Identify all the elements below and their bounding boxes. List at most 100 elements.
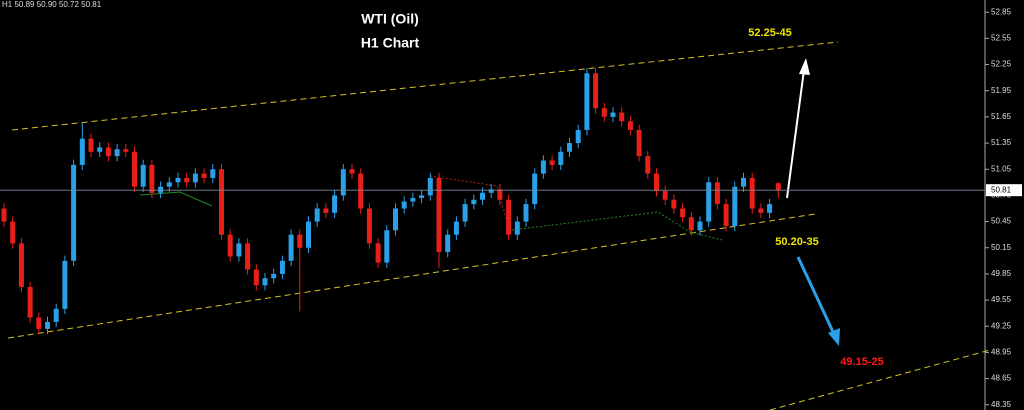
header: H1 50.89 50.90 50.72 50.81: [2, 0, 102, 9]
candle-body: [393, 208, 398, 231]
candle-body: [706, 182, 712, 222]
candle-body: [323, 208, 329, 213]
candle-body: [279, 260, 285, 274]
last-price-label: 50.81: [991, 185, 1012, 194]
candle-body: [506, 199, 512, 235]
candle-body: [149, 164, 155, 193]
candle-body: [575, 129, 581, 144]
chart-title: WTI (Oil): [361, 11, 419, 27]
candle-body: [384, 230, 390, 263]
y-tick-label: 50.45: [991, 217, 1012, 226]
candle-body: [471, 199, 477, 205]
candle-body: [749, 177, 755, 209]
candle-body: [636, 129, 642, 157]
candle-body: [36, 317, 42, 329]
candle-body: [175, 177, 181, 183]
candle-body: [654, 173, 659, 192]
candle-body: [375, 243, 381, 263]
candle-body: [410, 198, 416, 202]
y-tick-label: 49.55: [991, 295, 1012, 304]
candle-body: [427, 177, 433, 196]
candle-body: [201, 173, 207, 178]
candle-body: [53, 308, 59, 322]
candle-body: [741, 177, 746, 187]
y-tick-label: 51.95: [991, 86, 1012, 95]
candle-body: [219, 169, 224, 235]
arrows: [786, 58, 840, 346]
candle-body: [288, 234, 294, 261]
y-tick-label: 48.95: [991, 348, 1012, 357]
candle-body: [45, 321, 50, 329]
arrow-head: [799, 58, 810, 75]
y-tick-label: 52.25: [991, 60, 1012, 69]
candle-body: [601, 108, 607, 117]
candle-body: [245, 243, 251, 270]
annotation: 49.15-25: [840, 356, 883, 368]
candle-body: [775, 183, 781, 191]
y-tick-label: 51.05: [991, 164, 1012, 173]
candle-body: [306, 221, 311, 248]
candle-body: [523, 204, 529, 222]
pattern-line: [139, 191, 213, 207]
candle-body: [680, 208, 686, 218]
candle-body: [227, 234, 233, 257]
candle-body: [514, 221, 520, 235]
y-tick-label: 49.85: [991, 269, 1012, 278]
candle-body: [105, 147, 111, 157]
candle-body: [10, 221, 16, 244]
candle-body: [662, 191, 668, 200]
candle-body: [723, 204, 729, 226]
candle-body: [97, 147, 103, 152]
candle-body: [253, 269, 259, 286]
candle-body: [697, 221, 703, 231]
y-tick-label: 52.55: [991, 33, 1012, 42]
candle-body: [627, 121, 633, 130]
candle-body: [132, 151, 137, 187]
candle-body: [271, 273, 277, 279]
arrow-up: [786, 69, 805, 199]
candle-body: [401, 201, 407, 209]
annotation: 50.20-35: [775, 236, 818, 248]
candle-body: [123, 149, 129, 152]
candle-body: [671, 199, 677, 209]
candle-body: [71, 164, 77, 261]
y-tick-label: 52.85: [991, 7, 1012, 16]
candle-body: [688, 217, 694, 231]
candle-body: [488, 189, 494, 193]
candle-body: [88, 138, 94, 152]
candle-body: [18, 243, 24, 287]
candle-body: [27, 287, 33, 318]
candle-body: [453, 221, 459, 235]
y-tick-label: 51.35: [991, 138, 1012, 147]
candle-body: [767, 204, 773, 213]
candle-body: [314, 208, 320, 222]
candle-body: [332, 195, 338, 213]
candle-body: [140, 164, 146, 187]
y-tick-label: 51.65: [991, 112, 1012, 121]
candle-body: [62, 260, 68, 309]
y-tick-label: 48.65: [991, 374, 1012, 383]
candle-body: [540, 160, 546, 174]
arrow-down: [796, 256, 836, 335]
trend-lines: [7, 41, 991, 410]
annotation: 52.25-45: [748, 27, 791, 39]
candle-body: [236, 243, 242, 257]
candle-body: [262, 278, 268, 286]
candle-body: [558, 151, 564, 165]
pattern-line: [511, 211, 723, 241]
candle-body: [732, 186, 738, 226]
candle-body: [567, 143, 572, 152]
trend-line: [7, 213, 816, 339]
candle-body: [645, 156, 651, 174]
candle-body: [758, 208, 764, 213]
candle-body: [1, 208, 7, 222]
candle-body: [349, 169, 355, 174]
candle-body: [114, 149, 120, 157]
chart-subtitle: H1 Chart: [361, 35, 420, 51]
candle-body: [610, 112, 616, 117]
candle-body: [340, 169, 346, 196]
candle-body: [297, 234, 303, 248]
candle-body: [462, 204, 468, 222]
